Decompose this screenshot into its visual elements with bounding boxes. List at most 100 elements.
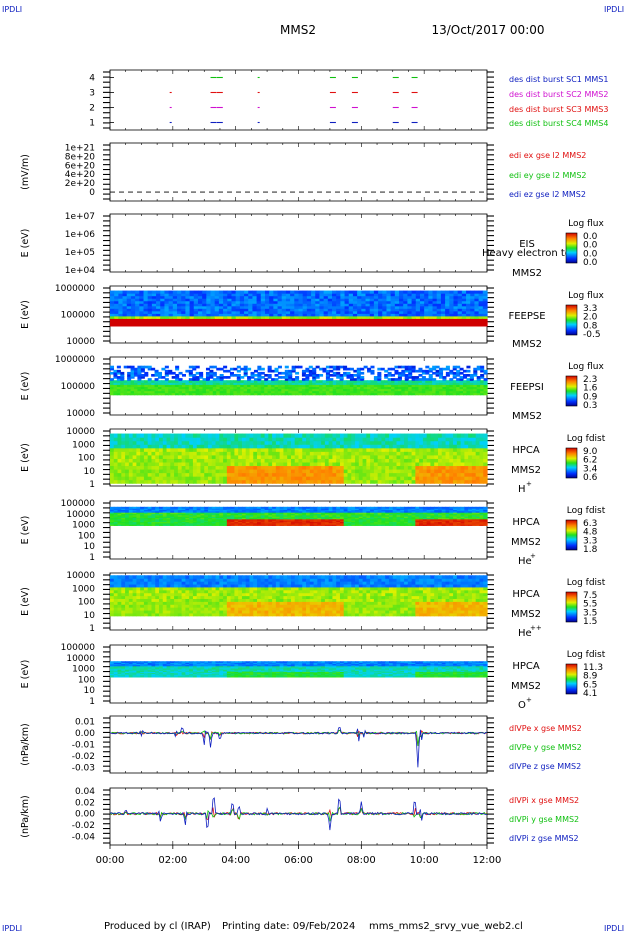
spectrogram-cell xyxy=(110,318,115,322)
spectrogram-cell xyxy=(193,313,199,317)
spectrogram-cell xyxy=(214,313,220,317)
spectrogram-cell xyxy=(474,308,480,312)
spectrogram-cell xyxy=(464,447,469,452)
spectrogram-cell xyxy=(285,318,291,322)
spectrogram-cell xyxy=(226,514,232,517)
spectrogram-cell xyxy=(370,447,375,452)
spectrogram-cell xyxy=(192,461,198,467)
spectrogram-cell xyxy=(143,320,149,324)
spectrogram-cell xyxy=(185,300,191,304)
spectrogram-cell xyxy=(480,390,485,394)
spectrogram-cell xyxy=(257,458,262,463)
spectrogram-cell xyxy=(166,521,171,524)
spectrogram-cell xyxy=(160,300,166,304)
spectrogram-cell xyxy=(181,506,186,509)
spectrogram-cell xyxy=(317,458,322,463)
spectrogram-cell xyxy=(196,447,202,452)
spectrogram-cell xyxy=(302,444,307,449)
spectrogram-cell xyxy=(381,461,386,467)
spectrogram-cell xyxy=(243,371,248,375)
spectrogram-cell xyxy=(449,386,454,390)
spectrogram-cell xyxy=(189,298,195,302)
spectrogram-cell xyxy=(147,380,152,383)
spectrogram-cell xyxy=(339,447,345,452)
spectrogram-cell xyxy=(425,365,430,369)
spectrogram-cell xyxy=(366,433,371,438)
spectrogram-cell xyxy=(461,318,467,322)
spectrogram-cell xyxy=(234,461,239,467)
spectrogram-cell xyxy=(147,300,153,304)
spectrogram-cell xyxy=(403,293,409,297)
spectrogram-cell xyxy=(164,305,170,309)
spectrogram-cell xyxy=(404,451,409,456)
spectrogram-cell xyxy=(185,386,190,390)
spectrogram-cell xyxy=(394,315,400,319)
spectrogram-cell xyxy=(174,517,179,520)
spectrogram-cell xyxy=(288,378,293,381)
spectrogram-cell xyxy=(210,290,216,294)
spectrogram-cell xyxy=(271,386,276,390)
spectrogram-cell xyxy=(479,465,484,470)
spectrogram-cell xyxy=(332,433,337,438)
spectrogram-cell xyxy=(267,382,272,385)
spectrogram-cell xyxy=(256,313,262,317)
spectrogram-cell xyxy=(440,295,446,299)
spectrogram-cell xyxy=(137,384,142,388)
spectrogram-cell xyxy=(328,433,334,438)
spectrogram-cell xyxy=(373,384,378,388)
spectrogram-cell xyxy=(113,373,118,377)
instrument-label: FEEPSI xyxy=(510,382,544,393)
spectrogram-cell xyxy=(373,378,378,381)
spectrogram-cell xyxy=(132,468,137,474)
spectrogram-cell xyxy=(211,476,217,481)
spectrogram-cell xyxy=(223,313,228,317)
spectrogram-cell xyxy=(238,440,243,445)
spectrogram-cell xyxy=(457,305,463,309)
spectrogram-cell xyxy=(339,392,344,396)
spectrogram-cell xyxy=(181,476,186,481)
spectrogram-cell xyxy=(155,458,160,463)
spectrogram-cell xyxy=(441,476,447,481)
spectrogram-cell xyxy=(456,479,462,484)
spectrogram-cell xyxy=(244,313,249,317)
spectrogram-cell xyxy=(404,386,409,390)
spectrogram-cell xyxy=(166,512,171,515)
spectrogram-cell xyxy=(332,390,337,394)
spectrogram-cell xyxy=(151,373,156,377)
spectrogram-cell xyxy=(216,390,221,394)
spectrogram-cell xyxy=(313,454,318,459)
spectrogram-cell xyxy=(302,465,307,470)
spectrogram-cell xyxy=(117,433,122,438)
spectrogram-cell xyxy=(404,367,409,371)
spectrogram-cell xyxy=(404,458,409,463)
spectrogram-cell xyxy=(298,451,303,456)
spectrogram-cell xyxy=(319,310,325,314)
spectrogram-cell xyxy=(272,468,277,474)
spectrogram-cell xyxy=(400,468,405,474)
spectrogram-cell xyxy=(151,508,156,511)
spectrogram-cell xyxy=(170,479,175,484)
spectrogram-cell xyxy=(125,433,130,438)
spectrogram-cell xyxy=(118,308,124,312)
spectrogram-cell xyxy=(130,320,136,324)
spectrogram-cell xyxy=(435,369,440,373)
spectrogram-cell xyxy=(264,472,269,477)
spectrogram-cell xyxy=(216,378,221,381)
spectrogram-cell xyxy=(442,382,447,385)
spectrogram-cell xyxy=(122,305,128,309)
spectrogram-cell xyxy=(164,298,170,302)
spectrogram-cell xyxy=(360,384,365,388)
spectrogram-cell xyxy=(164,308,170,312)
spectrogram-cell xyxy=(185,392,190,396)
spectrogram-cell xyxy=(419,293,425,297)
spectrogram-cell xyxy=(133,367,139,371)
spectrogram-cell xyxy=(245,518,251,521)
spectrogram-cell xyxy=(177,308,182,312)
spectrogram-cell xyxy=(147,298,153,302)
spectrogram-cell xyxy=(482,310,488,314)
spectrogram-cell xyxy=(369,300,375,304)
spectrogram-cell xyxy=(223,376,228,379)
spectrogram-cell xyxy=(482,290,488,294)
spectrogram-cell xyxy=(168,298,174,302)
spectrogram-cell xyxy=(355,451,360,456)
